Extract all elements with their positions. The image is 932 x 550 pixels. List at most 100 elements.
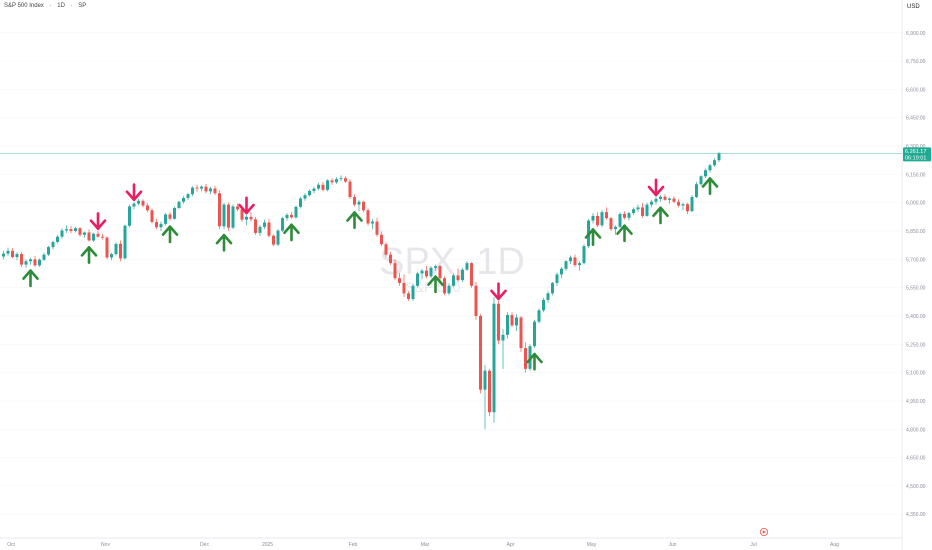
up-arrow-icon <box>652 206 669 225</box>
candle-body <box>357 201 361 205</box>
candle-body <box>699 176 703 185</box>
legend-separator-1: · <box>49 3 52 9</box>
candle-body <box>546 293 550 300</box>
candle-body <box>380 234 383 245</box>
candle-body <box>141 200 145 206</box>
candle-body <box>177 201 181 208</box>
candle-body <box>389 254 392 264</box>
y-tick-label: 6,600.00 <box>906 87 926 93</box>
candle-body <box>371 221 374 224</box>
up-arrow-icon <box>215 233 233 252</box>
candle-body <box>434 266 437 268</box>
candle-body <box>533 321 536 347</box>
candle-body <box>353 197 356 205</box>
candle-body <box>69 229 73 232</box>
candle-body <box>254 219 257 233</box>
candle-body <box>474 285 478 316</box>
candle-body <box>573 257 577 265</box>
up-arrow-icon-head <box>701 177 719 188</box>
down-arrow-icon <box>89 212 107 230</box>
candle-body <box>591 215 595 221</box>
candle-body <box>60 230 64 237</box>
candle-body <box>87 232 91 241</box>
up-arrow-icon <box>701 177 719 195</box>
up-arrow-icon <box>80 246 98 264</box>
candle-body <box>47 247 50 255</box>
candle-body <box>20 254 23 265</box>
bar-countdown: 06:19:01 <box>905 155 926 161</box>
candle-body <box>690 197 694 212</box>
candle-body <box>447 285 451 294</box>
down-arrow-icon-head <box>490 289 507 301</box>
candle-body <box>191 187 194 195</box>
candle-body <box>182 197 185 202</box>
replay-icon[interactable] <box>760 528 768 536</box>
candle-body <box>195 187 199 189</box>
candle-body <box>123 225 127 259</box>
candle-body <box>614 226 617 230</box>
candle-body <box>416 273 419 286</box>
up-arrow-icon-head <box>161 225 179 236</box>
candle-body <box>258 226 262 233</box>
down-arrow-icon <box>490 282 507 301</box>
candle-body <box>411 285 415 299</box>
candle-body <box>677 201 680 206</box>
candle-body <box>285 214 289 219</box>
up-arrow-icon <box>427 275 444 294</box>
candle-body <box>200 186 203 189</box>
candle-body <box>672 198 676 202</box>
price-axis-bg[interactable] <box>902 0 932 550</box>
currency-button[interactable]: USD <box>905 3 922 11</box>
candle-body <box>231 206 235 228</box>
up-arrow-icon <box>526 352 543 371</box>
x-tick-label: Nov <box>101 542 110 548</box>
candle-body <box>456 275 460 281</box>
candle-body <box>150 210 154 222</box>
last-price-value: 6,261.17 <box>905 149 926 155</box>
x-tick-label: Apr <box>507 542 515 548</box>
candle-body <box>569 257 572 262</box>
candle-body <box>204 186 208 192</box>
candle-body <box>596 215 599 226</box>
candle-body <box>96 233 100 237</box>
candle-body <box>6 250 10 254</box>
candle-body <box>348 181 352 198</box>
candle-body <box>209 188 212 192</box>
candle-body <box>551 282 554 294</box>
price-axis: 6,900.00 6,750.00 6,600.00 6,450.00 6,300.00… <box>906 31 926 518</box>
candle-body <box>465 263 469 270</box>
y-tick-label: 4,950.00 <box>906 399 926 405</box>
candle-body <box>101 236 104 238</box>
candle-body <box>488 370 491 413</box>
candle-body <box>663 196 667 200</box>
candle-body <box>222 204 226 227</box>
candle-body <box>51 241 55 248</box>
up-arrow-icon-head <box>22 269 39 280</box>
x-tick-label: May <box>587 542 597 548</box>
candle-body <box>330 180 334 183</box>
last-price-tag: 6,261.17 06:19:01 <box>903 147 931 162</box>
chart-grid <box>0 32 902 515</box>
candle-body <box>420 270 424 274</box>
candle-body <box>555 274 559 283</box>
candle-body <box>618 214 622 227</box>
candle-body <box>105 237 109 258</box>
candle-body <box>452 275 455 286</box>
x-tick-label: 2025 <box>262 542 273 548</box>
candle-body <box>605 212 608 219</box>
x-tick-label: Mar <box>421 542 430 548</box>
candle-body <box>483 370 487 390</box>
candle-body <box>83 232 86 235</box>
candle-body <box>155 221 158 228</box>
candle-body <box>335 179 338 183</box>
up-arrow-icon-head <box>215 233 233 245</box>
candle-body <box>366 210 370 224</box>
candle-body <box>402 282 406 294</box>
candle-body <box>524 348 527 369</box>
candle-body <box>641 207 644 216</box>
candle-body <box>186 194 190 198</box>
up-arrow-icon <box>616 224 633 243</box>
candle-body <box>479 315 482 390</box>
chart-legend: S&P 500 Index · 1D · SP <box>4 3 90 9</box>
